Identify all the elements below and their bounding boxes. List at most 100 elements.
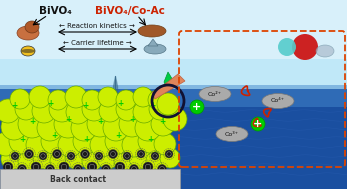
Circle shape [1, 114, 27, 140]
Circle shape [105, 128, 131, 154]
Text: +: + [147, 135, 153, 143]
Circle shape [65, 86, 87, 108]
Ellipse shape [144, 44, 166, 54]
Bar [0, 0, 347, 109]
Circle shape [99, 100, 121, 122]
Circle shape [18, 110, 46, 138]
Circle shape [292, 34, 318, 60]
Text: +: + [129, 115, 135, 123]
Circle shape [32, 99, 56, 123]
Circle shape [74, 164, 83, 174]
Text: Co⁴⁺: Co⁴⁺ [271, 98, 285, 104]
Circle shape [9, 128, 35, 154]
Circle shape [102, 164, 110, 174]
Circle shape [31, 162, 41, 172]
Circle shape [119, 111, 145, 137]
Circle shape [97, 147, 119, 169]
Text: Co²⁺: Co²⁺ [208, 91, 222, 97]
Circle shape [0, 99, 20, 123]
Bar [0, 85, 347, 107]
Text: Back contact: Back contact [50, 174, 106, 184]
Circle shape [87, 162, 97, 172]
Circle shape [115, 162, 125, 172]
Circle shape [10, 89, 30, 109]
Ellipse shape [316, 45, 334, 57]
Ellipse shape [216, 126, 248, 142]
Text: BiVO₄: BiVO₄ [39, 6, 71, 16]
Circle shape [151, 112, 175, 136]
Circle shape [116, 97, 140, 121]
Text: +: + [11, 101, 17, 111]
Circle shape [41, 128, 67, 154]
Circle shape [116, 90, 136, 110]
Circle shape [59, 162, 69, 172]
Circle shape [67, 152, 75, 160]
Ellipse shape [25, 21, 39, 33]
Text: +: + [29, 116, 35, 125]
Circle shape [278, 38, 296, 56]
Text: Co³⁺: Co³⁺ [225, 132, 239, 136]
Text: +: + [115, 132, 121, 140]
Circle shape [158, 164, 167, 174]
Polygon shape [148, 39, 158, 46]
Ellipse shape [21, 49, 35, 53]
Circle shape [37, 115, 63, 141]
Text: +: + [149, 101, 155, 111]
Circle shape [39, 152, 47, 160]
Circle shape [138, 129, 162, 153]
Circle shape [149, 98, 171, 120]
Circle shape [190, 100, 204, 114]
Text: +: + [51, 132, 57, 140]
Circle shape [103, 115, 129, 141]
Circle shape [48, 90, 68, 110]
Circle shape [95, 152, 103, 160]
Circle shape [26, 133, 50, 157]
Circle shape [58, 133, 82, 157]
Circle shape [251, 117, 265, 131]
Circle shape [154, 133, 176, 155]
Circle shape [65, 147, 87, 169]
Circle shape [123, 152, 131, 160]
Text: +: + [192, 102, 202, 112]
Circle shape [17, 164, 26, 174]
Text: ← Carrier lifetime →: ← Carrier lifetime → [62, 40, 132, 46]
Circle shape [11, 152, 19, 160]
Circle shape [82, 97, 106, 121]
Circle shape [54, 110, 82, 138]
Circle shape [129, 147, 151, 169]
Circle shape [87, 111, 113, 137]
Text: ← Reaction kinetics →: ← Reaction kinetics → [59, 23, 135, 29]
Circle shape [82, 90, 102, 110]
Circle shape [1, 148, 23, 170]
Circle shape [163, 107, 187, 131]
Circle shape [165, 150, 173, 158]
Circle shape [133, 87, 153, 107]
Circle shape [18, 151, 38, 171]
Ellipse shape [199, 87, 231, 101]
Text: +: + [65, 115, 71, 123]
Circle shape [157, 93, 179, 115]
Circle shape [151, 152, 159, 160]
Text: +: + [19, 135, 25, 143]
Bar [0, 89, 347, 189]
Circle shape [137, 150, 145, 158]
Circle shape [146, 151, 166, 171]
Circle shape [29, 86, 51, 108]
Circle shape [109, 149, 118, 159]
Ellipse shape [21, 46, 35, 56]
Circle shape [50, 151, 70, 171]
Circle shape [98, 87, 118, 107]
Polygon shape [152, 74, 185, 99]
Polygon shape [164, 72, 174, 90]
Circle shape [0, 132, 18, 156]
Text: +: + [83, 135, 89, 143]
Circle shape [49, 96, 75, 122]
Circle shape [114, 151, 134, 171]
Circle shape [122, 133, 146, 157]
Circle shape [148, 90, 168, 110]
Circle shape [129, 164, 138, 174]
Circle shape [135, 115, 161, 141]
Text: BiVO₄/Co-Ac: BiVO₄/Co-Ac [95, 6, 165, 16]
Ellipse shape [138, 25, 166, 37]
Text: +: + [47, 99, 53, 108]
